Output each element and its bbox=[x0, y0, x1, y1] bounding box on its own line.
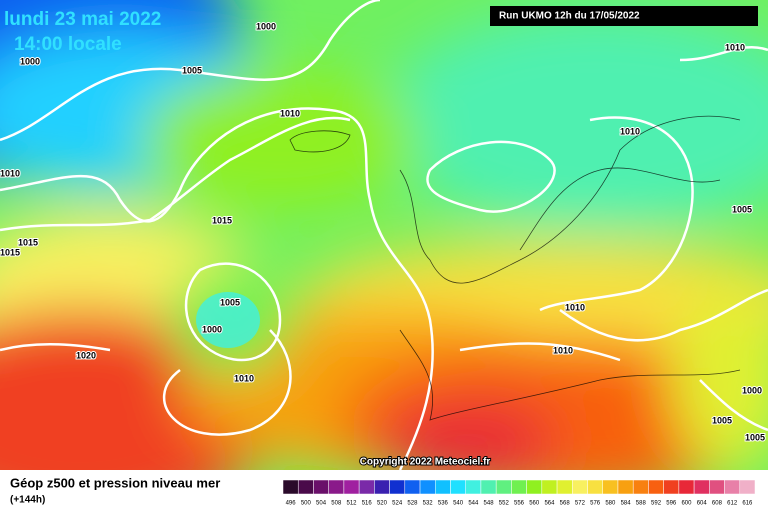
colorbar-swatch bbox=[678, 479, 695, 495]
colorbar-swatch bbox=[404, 479, 421, 495]
colorbar-label: 496 bbox=[286, 501, 297, 507]
colorbar-swatch bbox=[389, 479, 406, 495]
colorbar-swatch bbox=[297, 479, 314, 495]
colorbar-label: 500 bbox=[301, 501, 312, 507]
isobar-label: 1000 bbox=[256, 21, 276, 31]
colorbar-label: 528 bbox=[407, 501, 418, 507]
colorbar-label: 608 bbox=[712, 501, 723, 507]
colorbar-swatch bbox=[617, 479, 634, 495]
isobar-label: 1010 bbox=[234, 373, 254, 383]
colorbar-swatch bbox=[587, 479, 603, 495]
colorbar-swatch bbox=[541, 479, 558, 495]
colorbar-swatch bbox=[419, 479, 436, 495]
colorbar-swatch bbox=[511, 479, 527, 495]
colorbar-label: 548 bbox=[484, 501, 495, 507]
isobar-label: 1020 bbox=[76, 350, 96, 360]
date-label: lundi 23 mai 2022 bbox=[4, 9, 161, 30]
colorbar-label: 584 bbox=[621, 501, 632, 507]
colorbar-label: 532 bbox=[423, 501, 434, 507]
colorbar-label: 556 bbox=[514, 501, 525, 507]
colorbar-swatch bbox=[693, 479, 710, 495]
isobar-label: 1015 bbox=[0, 247, 20, 257]
time-label: 14:00 locale bbox=[14, 34, 122, 55]
colorbar-label: 536 bbox=[438, 501, 449, 507]
isobar-label: 1000 bbox=[20, 56, 40, 66]
footer-subtitle: (+144h) bbox=[10, 495, 45, 506]
colorbar-label: 580 bbox=[605, 501, 616, 507]
footer-title: Géop z500 et pression niveau mer bbox=[10, 475, 220, 490]
colorbar-label: 564 bbox=[544, 501, 555, 507]
isobar-label: 1005 bbox=[182, 65, 202, 75]
colorbar-swatch bbox=[526, 479, 543, 495]
isobar-label: 1010 bbox=[725, 42, 745, 52]
colorbar-swatch bbox=[374, 479, 390, 495]
isobar-label: 1005 bbox=[712, 415, 732, 425]
colorbar-swatch bbox=[602, 479, 619, 495]
isobar-label: 1010 bbox=[553, 345, 573, 355]
isobar-label: 1010 bbox=[565, 302, 585, 312]
colorbar-swatch bbox=[480, 479, 497, 495]
colorbar-label: 592 bbox=[651, 501, 662, 507]
colorbar-swatch bbox=[282, 479, 299, 495]
isobar-label: 1000 bbox=[202, 324, 222, 334]
colorbar-swatch bbox=[435, 479, 451, 495]
colorbar-swatch bbox=[572, 479, 588, 495]
colorbar-swatch bbox=[358, 479, 375, 495]
isobar-labels: 1000100010051010101010151015101510051000… bbox=[0, 20, 766, 443]
isobars bbox=[0, 0, 768, 470]
colorbar-label: 552 bbox=[499, 501, 510, 507]
colorbar-swatch bbox=[328, 479, 345, 495]
colorbar-swatch bbox=[709, 479, 725, 495]
isobar-label: 1005 bbox=[732, 204, 752, 214]
colorbar-label: 504 bbox=[316, 501, 327, 507]
run-box bbox=[490, 6, 758, 26]
colorbar-swatch bbox=[632, 479, 649, 495]
colorbar-swatch bbox=[648, 479, 664, 495]
colorbar-swatch bbox=[663, 479, 680, 495]
isobar-label: 1005 bbox=[745, 432, 765, 442]
colorbar-label: 512 bbox=[347, 501, 358, 507]
colorbar-label: 516 bbox=[362, 501, 373, 507]
colorbar-swatch bbox=[313, 479, 329, 495]
colorbar-label: 600 bbox=[681, 501, 692, 507]
colorbar-label: 544 bbox=[468, 501, 479, 507]
isobar-label: 1010 bbox=[280, 108, 300, 118]
colorbar-label: 612 bbox=[727, 501, 738, 507]
isobar-label: 1005 bbox=[220, 297, 240, 307]
run-label: Run UKMO 12h du 17/05/2022 bbox=[499, 11, 640, 22]
colorbar-label: 572 bbox=[575, 501, 586, 507]
colorbar-label: 540 bbox=[453, 501, 464, 507]
colorbar-label: 508 bbox=[331, 501, 342, 507]
colorbar-label: 576 bbox=[590, 501, 601, 507]
colorbar-swatch bbox=[739, 479, 756, 495]
isobar-label: 1015 bbox=[212, 215, 232, 225]
colorbar-label: 520 bbox=[377, 501, 388, 507]
isobar-label: 1000 bbox=[742, 385, 762, 395]
colorbar-label: 596 bbox=[666, 501, 677, 507]
isobar-label: 1010 bbox=[0, 168, 20, 178]
colorbar-swatch bbox=[450, 479, 466, 495]
isobar-label: 1015 bbox=[18, 237, 38, 247]
colorbar-swatch bbox=[556, 479, 573, 495]
colorbar-swatch bbox=[465, 479, 482, 495]
copyright: Copyright 2022 Meteociel.fr bbox=[360, 457, 491, 468]
colorbar-label: 524 bbox=[392, 501, 403, 507]
colorbar-label: 568 bbox=[560, 501, 571, 507]
colorbar-label: 616 bbox=[742, 501, 753, 507]
colorbar-label: 604 bbox=[697, 501, 708, 507]
colorbar-swatch bbox=[343, 479, 360, 495]
colorbar-swatch bbox=[495, 479, 512, 495]
colorbar: 496 500 504 508 512 516 520 524 528 532 536 540 544 5… bbox=[282, 479, 756, 507]
colorbar-label: 588 bbox=[636, 501, 647, 507]
isobar-label: 1010 bbox=[620, 126, 640, 136]
colorbar-label: 560 bbox=[529, 501, 540, 507]
coastlines bbox=[289, 115, 741, 421]
colorbar-swatch bbox=[724, 479, 741, 495]
